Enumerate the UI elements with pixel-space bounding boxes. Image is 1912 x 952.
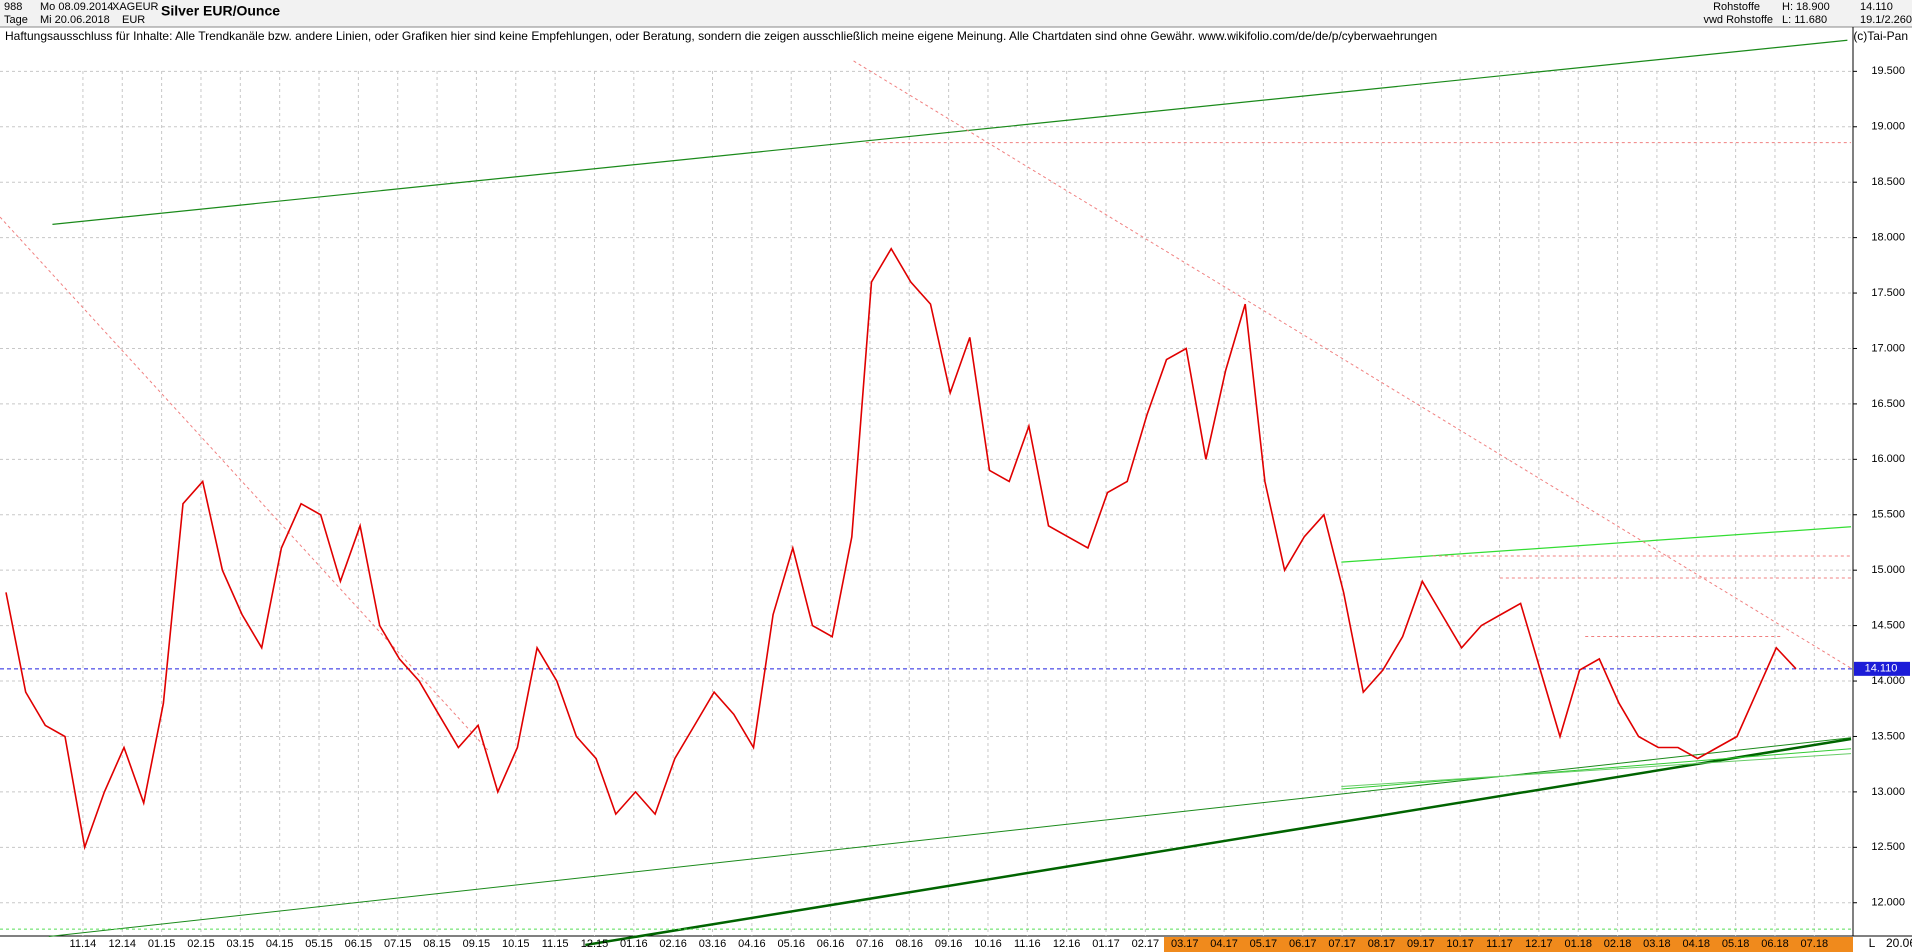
trend-line: [52, 39, 1848, 225]
x-tick-label: 08.16: [896, 938, 924, 950]
x-tick-label: 10.16: [974, 938, 1002, 950]
x-tick-label: 07.15: [384, 938, 412, 950]
trend-line: [585, 737, 1852, 947]
x-tick-label: 07.18: [1801, 938, 1829, 950]
period: Tage: [4, 14, 28, 26]
y-tick-label: 13.500: [1871, 730, 1905, 742]
y-tick-label: 19.000: [1871, 121, 1905, 133]
y-tick-label: 12.500: [1871, 841, 1905, 853]
x-tick-label: 09.16: [935, 938, 963, 950]
x-tick-label: 08.15: [423, 938, 451, 950]
x-tick-label: 03.15: [227, 938, 255, 950]
y-tick-label: 14.000: [1871, 675, 1905, 687]
x-tick-label: 01.17: [1092, 938, 1120, 950]
y-tick-label: 19.500: [1871, 65, 1905, 77]
x-tick-label: 03.16: [699, 938, 727, 950]
period-band: [1164, 937, 1853, 952]
end-date: Mi 20.06.2018: [40, 14, 110, 26]
x-tick-label: 05.15: [305, 938, 333, 950]
x-tick-label: 04.16: [738, 938, 766, 950]
x-tick-label: 01.16: [620, 938, 648, 950]
x-tick-label: 09.17: [1407, 938, 1435, 950]
x-tick-label: 02.16: [659, 938, 687, 950]
start-date: Mo 08.09.2014: [40, 1, 113, 13]
trend-line: [1341, 748, 1852, 790]
x-tick-label: 12.15: [581, 938, 609, 950]
source: vwd Rohstoffe: [1703, 14, 1773, 26]
last-price-label: 14.110: [1865, 663, 1898, 675]
trend-line: [1341, 753, 1852, 788]
x-tick-label: 05.18: [1722, 938, 1750, 950]
x-tick-label: 04.18: [1683, 938, 1711, 950]
x-tick-label: 06.18: [1761, 938, 1789, 950]
last-price-box: [1854, 661, 1910, 676]
footer-scale: L: [1869, 936, 1876, 950]
x-tick-label: 06.15: [345, 938, 373, 950]
chart-title: Silver EUR/Ounce: [161, 3, 280, 19]
y-tick-label: 12.000: [1871, 897, 1905, 909]
count: 988: [4, 1, 22, 13]
y-tick-label: 17.500: [1871, 287, 1905, 299]
x-tick-label: 04.15: [266, 938, 294, 950]
y-tick-label: 13.000: [1871, 786, 1905, 798]
extra: 19.1/2.260: [1860, 14, 1912, 26]
price-line: [5, 247, 1797, 851]
x-tick-label: 07.17: [1328, 938, 1356, 950]
symbol: XAGEUR: [112, 1, 159, 13]
y-tick-label: 15.000: [1871, 564, 1905, 576]
x-tick-label: 05.17: [1250, 938, 1278, 950]
y-tick-label: 14.500: [1871, 620, 1905, 632]
low: L: 11.680: [1782, 14, 1827, 26]
y-tick-label: 15.500: [1871, 509, 1905, 521]
x-tick-label: 03.18: [1643, 938, 1671, 950]
high: H: 18.900: [1782, 1, 1830, 13]
x-tick-label: 11.14: [70, 938, 97, 950]
x-tick-label: 11.17: [1486, 938, 1513, 950]
x-tick-label: 10.15: [502, 938, 530, 950]
last-price: 14.110: [1860, 1, 1893, 13]
x-tick-label: 02.15: [187, 938, 215, 950]
x-tick-label: 12.17: [1525, 938, 1553, 950]
x-tick-label: 08.17: [1368, 938, 1396, 950]
x-tick-label: 02.17: [1132, 938, 1160, 950]
y-tick-label: 16.000: [1871, 453, 1905, 465]
currency: EUR: [122, 14, 145, 26]
y-tick-label: 18.000: [1871, 232, 1905, 244]
header-bar: [0, 0, 1912, 27]
y-tick-label: 18.500: [1871, 176, 1905, 188]
x-tick-label: 12.16: [1053, 938, 1081, 950]
x-tick-label: 05.16: [777, 938, 805, 950]
group: Rohstoffe: [1713, 1, 1760, 13]
x-tick-label: 12.14: [109, 938, 137, 950]
trend-line: [853, 60, 1852, 669]
x-tick-label: 06.16: [817, 938, 845, 950]
x-tick-label: 09.15: [463, 938, 491, 950]
x-tick-label: 10.17: [1446, 938, 1474, 950]
x-tick-label: 11.15: [542, 938, 569, 950]
trend-line: [1341, 526, 1852, 563]
x-tick-label: 06.17: [1289, 938, 1317, 950]
x-tick-label: 01.18: [1564, 938, 1592, 950]
x-tick-label: 07.16: [856, 938, 884, 950]
copyright: (c)Tai-Pan: [1853, 29, 1908, 43]
y-tick-label: 16.500: [1871, 398, 1905, 410]
footer-date: 20.06.18: [1886, 936, 1912, 950]
x-tick-label: 03.17: [1171, 938, 1199, 950]
trend-line: [0, 216, 489, 751]
y-tick-label: 17.000: [1871, 342, 1905, 354]
x-tick-label: 04.17: [1210, 938, 1238, 950]
disclaimer: Haftungsausschluss für Inhalte: Alle Tre…: [5, 29, 1437, 43]
x-tick-label: 01.15: [148, 938, 176, 950]
x-tick-label: 11.16: [1014, 938, 1041, 950]
trend-line: [48, 737, 1852, 937]
x-tick-label: 02.18: [1604, 938, 1632, 950]
